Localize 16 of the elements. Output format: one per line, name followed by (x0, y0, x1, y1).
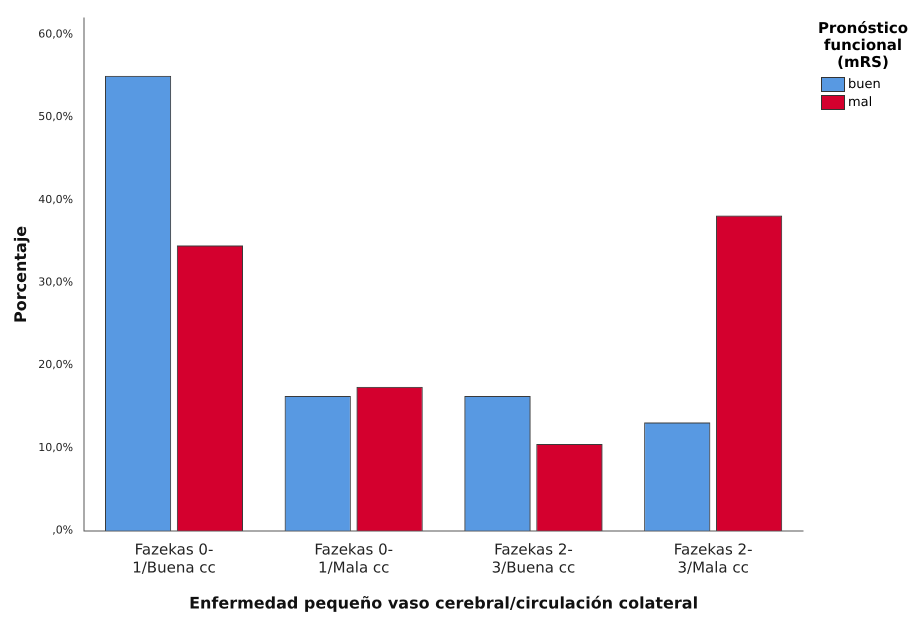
legend-label: mal (848, 94, 872, 110)
x-tick-label: Fazekas 2-3/Buena cc (492, 540, 576, 577)
y-tick-label: 60,0% (38, 27, 74, 40)
y-tick-label: 50,0% (38, 110, 74, 124)
y-axis-title: Porcentaje (10, 226, 30, 323)
y-tick-label: 10,0% (38, 440, 74, 454)
x-tick-label: Fazekas 0-1/Buena cc (132, 540, 216, 577)
legend-label: buen (848, 76, 881, 92)
x-axis-title: Enfermedad pequeño vaso cerebral/circulación colateral (189, 594, 698, 613)
legend-title: Pronóstico funcional (mRS) (816, 19, 910, 71)
y-tick-label: 20,0% (38, 358, 74, 372)
x-tick-label: Fazekas 2-3/Mala cc (674, 540, 752, 577)
x-tick-label: Fazekas 0-1/Mala cc (314, 540, 394, 577)
y-tick-label: 30,0% (38, 276, 74, 289)
y-tick-label: 40,0% (38, 192, 74, 206)
y-tick-label: ,0% (52, 524, 74, 537)
